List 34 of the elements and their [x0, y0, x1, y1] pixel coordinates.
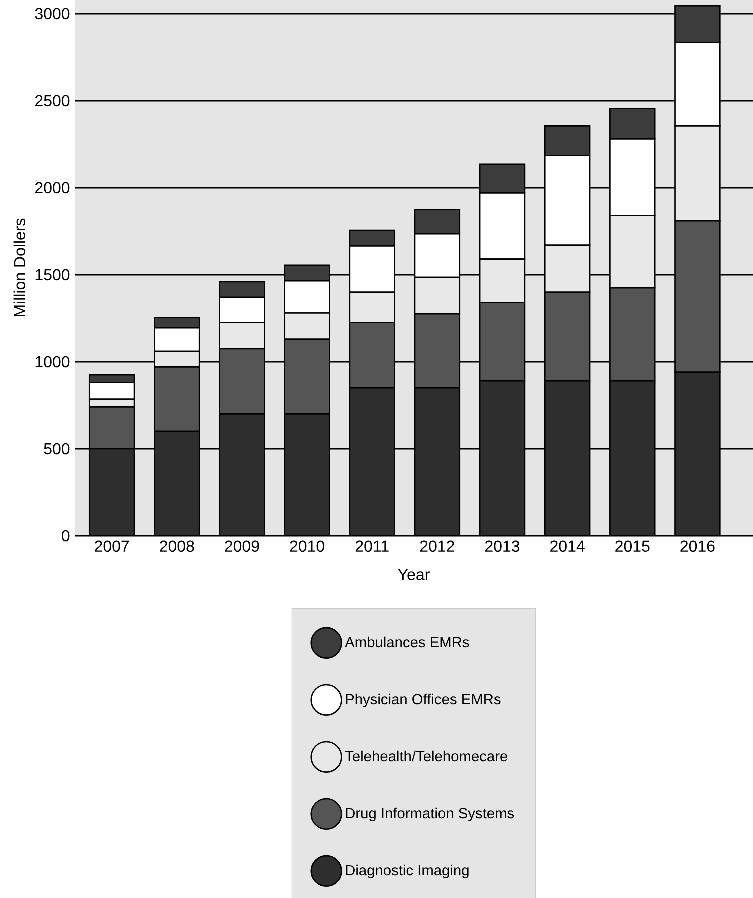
- x-tick-label: 2014: [550, 540, 585, 552]
- bar: [350, 388, 395, 536]
- x-tick-label: 2015: [616, 540, 650, 552]
- x-tick-label: 2007: [95, 540, 130, 552]
- y-tick-label: 0: [62, 530, 70, 542]
- bar: [480, 381, 525, 536]
- bar: [545, 381, 590, 536]
- bar: [674, 372, 721, 536]
- y-axis-title: Million Dollers: [14, 218, 26, 316]
- legend-label: Drug Information Systems: [346, 808, 514, 822]
- y-tick-label: 2500: [35, 95, 70, 107]
- legend-label: Telehealth/Telehomecare: [345, 750, 508, 762]
- x-tick-label: 2012: [420, 540, 454, 552]
- y-tick-label: 2000: [35, 182, 70, 194]
- y-tick-label: 1000: [36, 356, 70, 368]
- y-tick-label: 3000: [35, 8, 70, 20]
- bar: [90, 449, 135, 536]
- x-tick-label: 2016: [680, 540, 715, 552]
- y-tick-label: 500: [44, 443, 70, 455]
- x-tick-label: 2009: [225, 540, 260, 552]
- x-tick-label: 2008: [160, 540, 194, 552]
- bar: [220, 414, 265, 536]
- x-tick-label: 2011: [356, 540, 389, 552]
- legend-label: Ambulances EMRs: [345, 636, 470, 648]
- legend-label: Physician Offices EMRs: [346, 694, 501, 708]
- x-axis-title: Year: [398, 569, 430, 580]
- x-tick-label: 2010: [290, 540, 324, 552]
- bar: [414, 388, 460, 536]
- bar: [284, 414, 330, 536]
- y-tick-label: 1500: [36, 269, 70, 281]
- legend-label: Diagnostic Imaging: [346, 864, 469, 879]
- bar: [154, 432, 200, 536]
- x-tick-label: 2013: [486, 540, 520, 552]
- bar: [610, 381, 656, 536]
